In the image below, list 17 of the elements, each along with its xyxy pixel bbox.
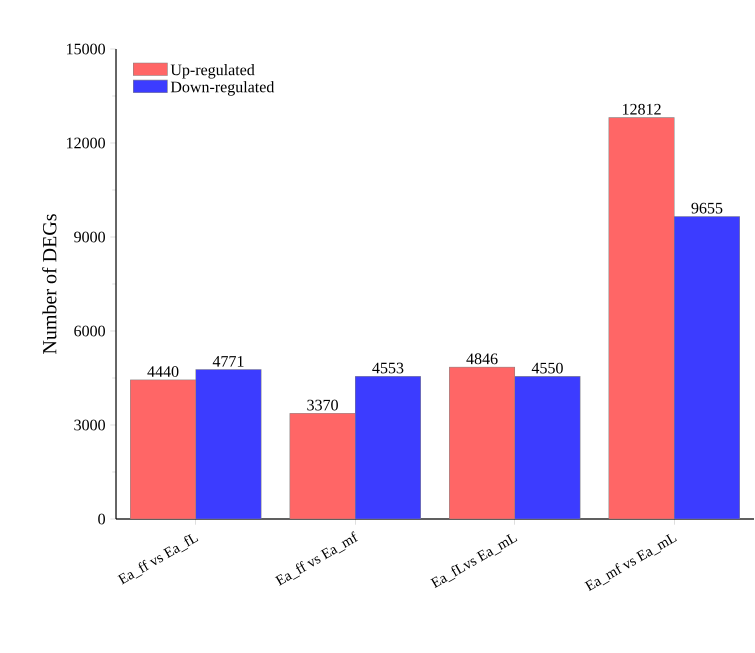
data-label: 4846 <box>466 353 498 364</box>
y-tick-label: 12000 <box>67 138 105 148</box>
data-label: 4550 <box>532 362 563 374</box>
data-label: 4771 <box>212 356 244 367</box>
data-label: 3370 <box>307 400 338 410</box>
legend-label: Down-regulated <box>170 81 274 96</box>
y-tick-label: 0 <box>98 514 105 524</box>
data-label: 4440 <box>147 366 178 377</box>
data-label: 12812 <box>622 104 661 115</box>
y-tick-label: 9000 <box>74 232 105 242</box>
legend-label: Up-regulated <box>170 64 255 79</box>
y-tick-label: 15000 <box>67 44 105 54</box>
data-label: 9655 <box>691 202 722 214</box>
y-tick-label: 6000 <box>74 326 105 336</box>
data-label: 4553 <box>372 362 404 374</box>
y-tick-label: 3000 <box>74 420 105 430</box>
y-axis-title: Number of DEGs <box>42 214 56 354</box>
